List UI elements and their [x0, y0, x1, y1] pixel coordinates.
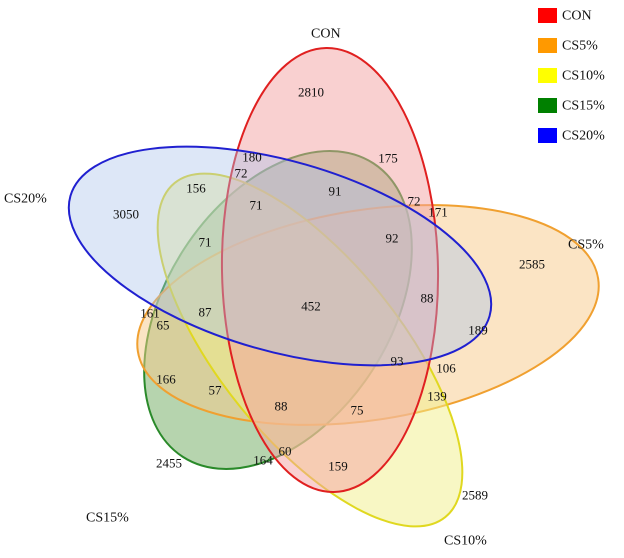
count-cs10-only: 2589	[462, 488, 488, 503]
count-60: 60	[279, 444, 292, 459]
set-label-con: CON	[311, 27, 341, 42]
legend-swatch-cs5	[538, 38, 557, 53]
count-175: 175	[378, 151, 398, 166]
set-label-cs15: CS15%	[86, 511, 129, 526]
count-71b: 71	[199, 235, 212, 250]
count-171: 171	[428, 205, 448, 220]
legend-swatch-cs10	[538, 68, 557, 83]
legend-label-cs15: CS15%	[562, 99, 605, 114]
count-93: 93	[391, 354, 404, 369]
count-189: 189	[468, 323, 488, 338]
set-label-cs20: CS20%	[4, 192, 47, 207]
count-161: 161	[140, 306, 160, 321]
count-139: 139	[427, 389, 447, 404]
count-164: 164	[253, 453, 273, 468]
ellipse-cs20	[67, 145, 493, 367]
count-71a: 71	[250, 198, 263, 213]
legend-label-con: CON	[562, 9, 592, 24]
count-cs15-only: 2455	[156, 456, 182, 471]
count-180: 180	[242, 150, 262, 165]
count-156: 156	[186, 181, 206, 196]
count-72b: 72	[408, 194, 421, 209]
count-65: 65	[157, 318, 170, 333]
legend-label-cs20: CS20%	[562, 129, 605, 144]
legend-label-cs10: CS10%	[562, 69, 605, 84]
count-91: 91	[329, 184, 342, 199]
ellipses	[67, 47, 600, 528]
count-92: 92	[386, 231, 399, 246]
set-labels: CON CS5% CS10% CS15% CS20%	[4, 27, 604, 549]
count-159: 159	[328, 459, 348, 474]
count-75: 75	[351, 403, 364, 418]
count-57: 57	[209, 383, 223, 398]
count-87: 87	[199, 305, 213, 320]
ellipse-con	[220, 47, 440, 493]
set-label-cs10: CS10%	[444, 534, 487, 549]
set-label-cs5: CS5%	[568, 238, 604, 253]
count-cs20-only: 3050	[113, 207, 139, 222]
count-72a: 72	[235, 166, 248, 181]
legend-swatch-cs20	[538, 128, 557, 143]
count-88a: 88	[421, 291, 434, 306]
count-166: 166	[156, 372, 176, 387]
count-106: 106	[436, 361, 456, 376]
count-cs5-only: 2585	[519, 257, 545, 272]
legend: CON CS5% CS10% CS15% CS20%	[538, 8, 605, 144]
count-con-only: 2810	[298, 85, 324, 100]
legend-label-cs5: CS5%	[562, 39, 598, 54]
legend-swatch-cs15	[538, 98, 557, 113]
count-88b: 88	[275, 399, 288, 414]
count-all: 452	[301, 299, 321, 314]
region-counts: 2810 2585 2589 2455 3050 452 180 175 156…	[113, 85, 545, 503]
legend-swatch-con	[538, 8, 557, 23]
